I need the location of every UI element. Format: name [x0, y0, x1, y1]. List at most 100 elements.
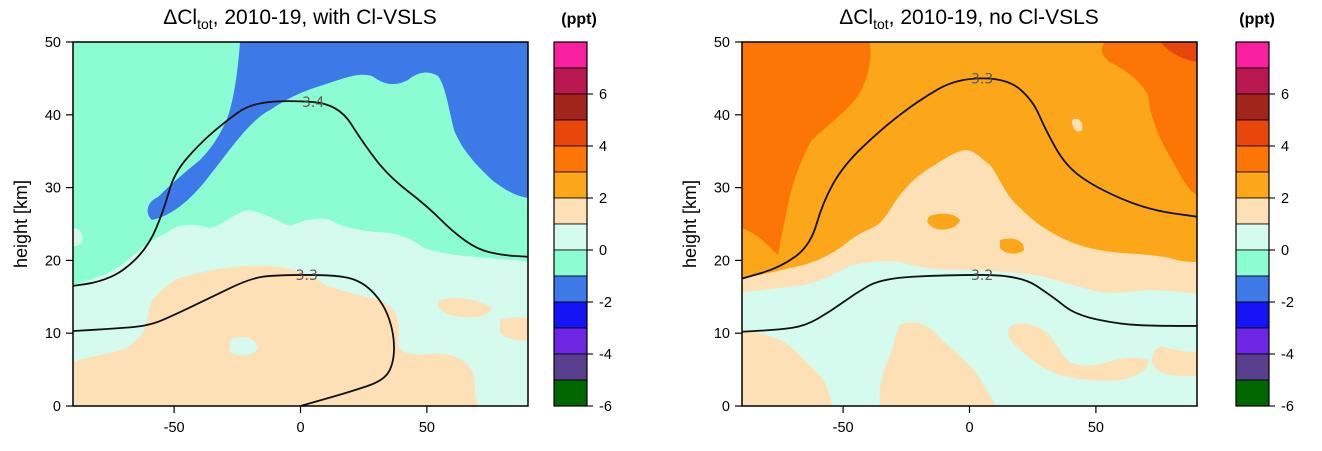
left-colorbar-frame — [553, 41, 588, 407]
right-colorbar-swatches — [1235, 41, 1270, 407]
right-contour-label: 3.2 — [971, 268, 993, 284]
right-region-0-2-lower3 — [1007, 323, 1149, 381]
left-colorbar-tick-label: 2 — [599, 191, 607, 207]
right-colorbar-swatch — [1235, 119, 1270, 147]
left-colorbar-swatch — [553, 379, 588, 407]
right-colorbar-swatch — [1235, 67, 1270, 95]
left-axes: -50 0 50 0 10 20 30 40 50 — [45, 35, 435, 436]
left-colorbar-tick-label: 6 — [599, 87, 607, 103]
left-contour-lines — [73, 100, 528, 406]
right-y-axis-label: height [km] — [680, 180, 700, 268]
left-y-tick-label: 10 — [45, 326, 61, 342]
right-region-4-6-right — [1101, 42, 1197, 195]
left-colorbar-swatch — [553, 249, 588, 277]
right-contour-line — [742, 274, 1197, 333]
right-panel-title: ΔCltot, 2010-19, no Cl-VSLS — [839, 6, 1099, 32]
left-contour-line — [73, 100, 528, 287]
left-colorbar: (ppt) 6 4 2 0 -2 -4 -6 — [553, 11, 612, 415]
left-colorbar-tick-label: -2 — [599, 295, 612, 311]
right-y-tick-label: 10 — [714, 326, 730, 342]
left-contour-labels: 3.4 3.3 — [296, 95, 325, 284]
right-region-0-2-island — [1072, 118, 1083, 132]
right-filled-contours — [742, 42, 1197, 406]
right-region-4-6 — [742, 42, 871, 255]
right-region-0-2-lower2 — [879, 322, 996, 406]
right-x-tick-label: -50 — [833, 420, 854, 436]
right-contour-labels: 3.3 3.2 — [971, 71, 993, 284]
right-colorbar-swatch — [1235, 93, 1270, 121]
left-colorbar-swatch — [553, 275, 588, 303]
left-colorbar-swatch — [553, 119, 588, 147]
right-colorbar-swatch — [1235, 41, 1270, 69]
left-colorbar-tick-label: -4 — [599, 347, 612, 363]
left-region-minus2-0-island — [230, 337, 258, 356]
left-y-tick-label: 20 — [45, 253, 61, 269]
left-contour-line — [73, 274, 395, 406]
left-colorbar-swatch — [553, 327, 588, 355]
right-colorbar-ticks: 6 4 2 0 -2 -4 -6 — [1269, 87, 1294, 415]
right-x-tick-label: 50 — [1088, 420, 1104, 436]
right-colorbar-swatch — [1235, 145, 1270, 173]
left-panel: ΔCltot, 2010-19, with Cl-VSLS 3.4 3.3 -50… — [11, 6, 529, 436]
right-colorbar-swatch — [1235, 171, 1270, 199]
left-region-minus6-minus4 — [147, 42, 528, 220]
left-y-tick-label: 0 — [53, 399, 61, 415]
left-region-minus2-0-spot — [73, 228, 83, 247]
left-colorbar-swatch — [553, 145, 588, 173]
right-panel: ΔCltot, 2010-19, no Cl-VSLS 3.3 3.2 -50 0 5… — [680, 6, 1198, 436]
right-colorbar-tick-label: -2 — [1281, 295, 1294, 311]
right-colorbar: (ppt) 6 4 2 0 -2 -4 -6 — [1235, 11, 1294, 415]
left-y-tick-label: 40 — [45, 108, 61, 124]
right-y-tick-label: 40 — [714, 108, 730, 124]
right-region-0-2-lower — [742, 330, 832, 406]
left-y-axis-label: height [km] — [11, 180, 31, 268]
left-colorbar-ticks: 6 4 2 0 -2 -4 -6 — [587, 87, 612, 415]
right-colorbar-swatch — [1235, 327, 1270, 355]
right-colorbar-tick-label: 4 — [1281, 139, 1289, 155]
left-colorbar-swatch — [553, 197, 588, 225]
left-colorbar-swatch — [553, 301, 588, 329]
right-colorbar-tick-label: 6 — [1281, 87, 1289, 103]
right-colorbar-swatch — [1235, 197, 1270, 225]
left-region-0-2-island1 — [438, 297, 492, 318]
right-y-tick-label: 20 — [714, 253, 730, 269]
right-colorbar-swatch — [1235, 275, 1270, 303]
right-region-4-6-corner — [1160, 42, 1197, 62]
right-y-tick-label: 0 — [722, 399, 730, 415]
left-region-0-2 — [73, 265, 478, 406]
right-region-2-4-island1 — [927, 213, 960, 230]
left-colorbar-tick-label: 0 — [599, 243, 607, 259]
right-axes: -50 0 50 0 10 20 30 40 50 — [714, 35, 1104, 436]
right-colorbar-swatch — [1235, 301, 1270, 329]
left-x-tick-label: -50 — [164, 420, 185, 436]
right-colorbar-tick-label: 0 — [1281, 243, 1289, 259]
left-colorbar-unit: (ppt) — [561, 11, 597, 28]
right-colorbar-swatch — [1235, 249, 1270, 277]
right-colorbar-swatch — [1235, 379, 1270, 407]
left-contour-label: 3.3 — [296, 268, 318, 284]
left-panel-title: ΔCltot, 2010-19, with Cl-VSLS — [163, 6, 437, 32]
left-filled-contours — [73, 42, 528, 406]
right-y-tick-label: 50 — [714, 35, 730, 51]
right-colorbar-swatch — [1235, 223, 1270, 251]
left-colorbar-swatch — [553, 67, 588, 95]
left-x-tick-label: 50 — [419, 420, 435, 436]
right-colorbar-swatch — [1235, 353, 1270, 381]
left-region-0-2-island2 — [500, 317, 528, 341]
right-colorbar-unit: (ppt) — [1239, 11, 1275, 28]
left-y-tick-label: 30 — [45, 181, 61, 197]
right-colorbar-tick-label: -4 — [1281, 347, 1294, 363]
right-contour-lines — [742, 77, 1197, 333]
left-colorbar-swatch — [553, 93, 588, 121]
right-x-tick-label: 0 — [965, 420, 973, 436]
right-region-2-4-island2 — [1000, 238, 1025, 254]
right-colorbar-tick-label: 2 — [1281, 191, 1289, 207]
left-y-tick-label: 50 — [45, 35, 61, 51]
left-colorbar-swatch — [553, 223, 588, 251]
left-colorbar-tick-label: 4 — [599, 139, 607, 155]
left-colorbar-tick-label: -6 — [599, 399, 612, 415]
left-colorbar-swatch — [553, 41, 588, 69]
left-colorbar-swatch — [553, 171, 588, 199]
left-colorbar-swatch — [553, 353, 588, 381]
